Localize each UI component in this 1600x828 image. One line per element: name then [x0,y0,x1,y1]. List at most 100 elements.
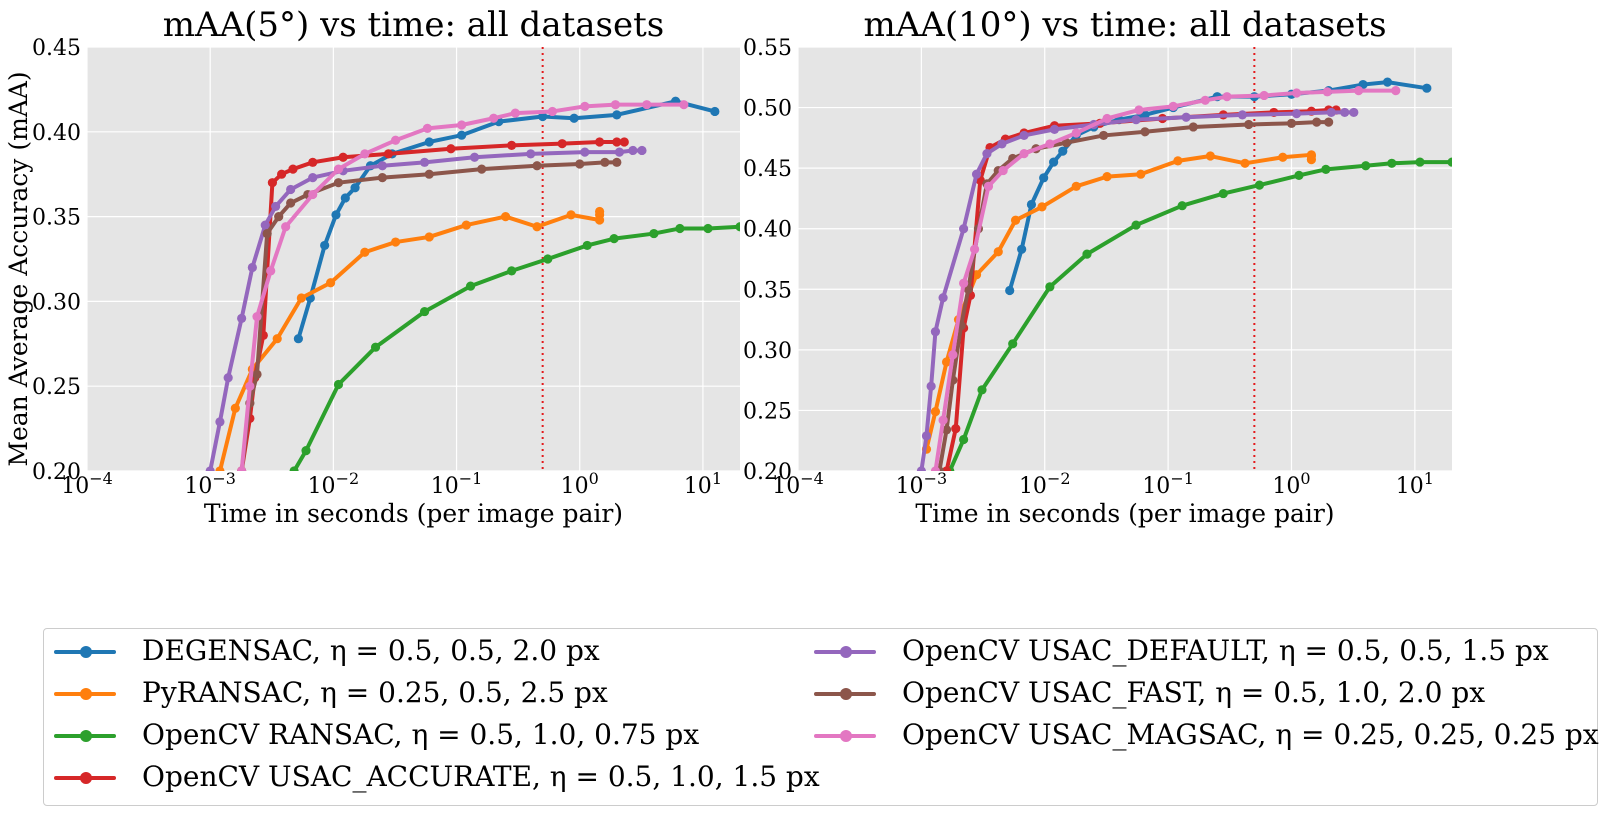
data-point [1321,164,1331,174]
data-point [1082,249,1092,259]
legend-label: OpenCV USAC_MAGSAC, η = 0.25, 0.25, 0.25… [902,718,1599,751]
data-point [1102,172,1112,182]
data-point [507,266,517,276]
data-point [595,206,605,217]
y-tick-label: 0.25 [743,399,792,424]
data-point [1415,157,1425,167]
y-tick-label: 0.40 [32,121,81,146]
legend-label: OpenCV RANSAC, η = 0.5, 1.0, 0.75 px [142,718,700,751]
data-point [1326,107,1336,118]
data-point [580,147,590,157]
data-point [938,293,948,303]
y-tick-label: 0.20 [743,460,792,485]
data-point [308,172,318,183]
x-tick-label: 10−1 [1142,469,1194,500]
y-tick-label: 0.45 [32,36,81,61]
data-point [390,237,401,247]
data-point [1218,188,1228,199]
data-point [675,223,685,234]
data-point [205,466,215,471]
y-tick-label: 0.40 [743,218,792,243]
legend-swatch-marker [840,688,852,700]
y-tick-label: 0.25 [32,375,81,400]
data-point [1026,199,1037,210]
data-point [424,137,434,147]
data-point [1361,161,1371,171]
data-point [1240,158,1250,168]
data-point [1039,173,1049,183]
data-point [1349,107,1359,118]
x-tick-label: 10−2 [1019,469,1071,500]
data-point [1131,115,1141,125]
series-line [217,209,602,471]
data-point [642,100,652,110]
data-point [252,312,262,322]
data-point [612,157,622,167]
data-point [1049,157,1059,167]
data-point [951,424,961,434]
data-point [1222,92,1232,102]
data-point [997,139,1007,149]
data-point [580,101,590,111]
data-point [1340,107,1350,118]
x-tick-label: 100 [1272,469,1310,500]
legend-swatch-marker [80,772,92,784]
data-point [1045,282,1055,292]
data-point [320,240,330,251]
data-point [271,201,281,212]
x-tick-label: 10−1 [431,469,483,500]
x-tick-label: 10−3 [184,469,236,500]
data-point [526,149,536,159]
data-point [1173,156,1183,166]
legend-label: OpenCV USAC_DEFAULT, η = 0.5, 0.5, 1.5 p… [902,634,1549,667]
data-point [628,145,638,156]
data-point [424,169,434,179]
x-tick-label: 10−3 [896,469,948,500]
data-point [1291,88,1302,98]
data-point [326,278,336,288]
data-point [941,357,952,367]
data-point [288,164,298,174]
data-point [260,220,270,230]
data-point [926,381,936,391]
data-point [489,113,499,123]
data-point [959,434,969,445]
data-point [600,157,610,167]
data-point [1422,83,1432,93]
data-point [1188,122,1198,132]
data-point [477,164,487,174]
data-point [293,334,303,344]
data-point [1008,339,1018,349]
data-point [266,266,276,276]
y-tick-label: 0.30 [743,339,792,364]
data-point [612,137,622,147]
data-point [338,152,348,162]
data-point [1136,169,1146,179]
data-point [609,234,619,244]
data-point [237,313,247,323]
x-tick-label: 100 [561,469,599,500]
data-point [1291,109,1302,119]
data-point [286,184,296,195]
data-point [941,425,952,435]
data-point [930,466,941,471]
data-point [1237,110,1247,120]
data-point [360,149,370,159]
x-axis-label: Time in seconds (per image pair) [915,499,1334,528]
data-point [350,183,360,193]
data-point [1061,138,1072,148]
y-tick-label: 0.30 [32,290,81,315]
data-point [230,403,240,413]
data-point [1354,86,1364,96]
data-point [301,446,311,456]
data-point [469,152,480,162]
chart-title: mAA(5°) vs time: all datasets [163,5,664,45]
data-point [703,223,713,234]
data-point [1037,202,1047,212]
data-point [1010,215,1021,225]
series-line [208,148,644,471]
legend-label: DEGENSAC, η = 0.5, 0.5, 2.0 px [142,634,600,667]
plot-area [87,47,740,471]
data-point [1134,105,1144,115]
